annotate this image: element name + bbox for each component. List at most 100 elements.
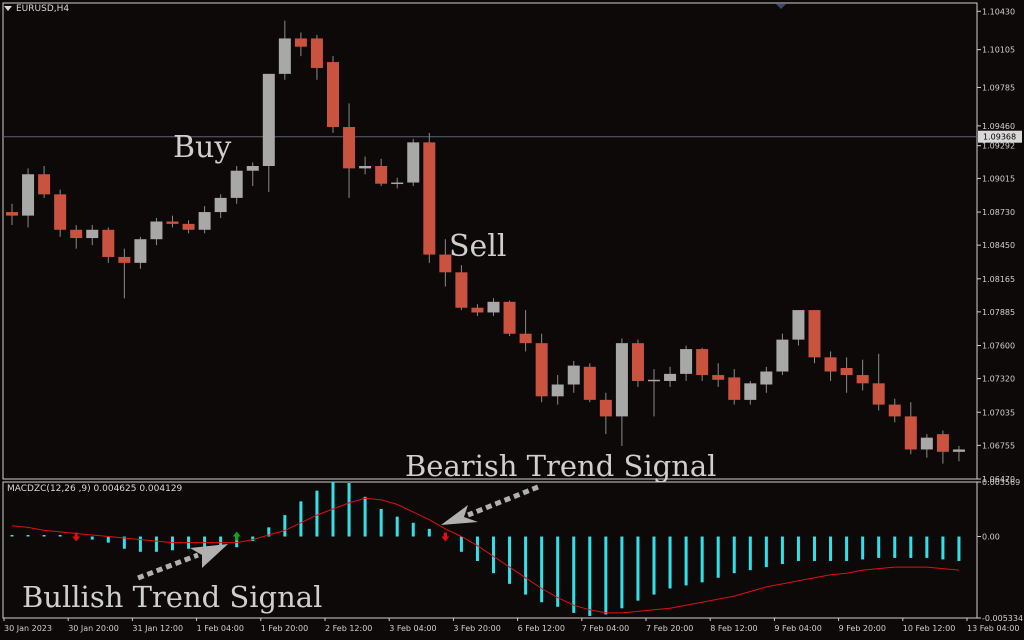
candle-body	[936, 434, 949, 452]
price-candles[interactable]	[6, 20, 965, 464]
macd-bar	[363, 496, 367, 537]
candle-body	[38, 174, 51, 195]
candle-body	[150, 221, 163, 240]
chart-shift-marker	[776, 4, 786, 9]
macd-bar	[58, 534, 62, 537]
macd-bar	[716, 536, 720, 578]
macd-bar	[957, 536, 961, 561]
price-tick-label: 1.08450	[982, 241, 1015, 250]
candle-body	[471, 307, 484, 313]
macd-bar	[748, 536, 752, 571]
candle-body	[359, 165, 372, 169]
macd-bar	[138, 536, 142, 552]
candle-body	[423, 142, 436, 255]
macd-tick-label: 0.00	[982, 533, 1000, 542]
candle-body	[230, 170, 243, 198]
annotation-pointer-arrows	[137, 484, 539, 581]
time-tick-label: 30 Jan 2023	[4, 624, 52, 633]
time-tick-label: 6 Feb 12:00	[518, 624, 565, 633]
candle-body	[856, 375, 869, 384]
macd-bar	[700, 536, 704, 583]
macd-bar	[26, 534, 30, 537]
candle-body	[118, 256, 131, 263]
price-tick-label: 1.07885	[982, 308, 1015, 317]
bullish-signal-annotation: Bullish Trend Signal	[22, 580, 323, 614]
indicator-title: MACDZC(12,26 ,9) 0.004625 0.004129	[7, 484, 183, 494]
candle-body	[70, 229, 83, 239]
candle-body	[198, 212, 211, 230]
time-tick-label: 31 Jan 12:00	[132, 624, 183, 633]
time-tick-label: 9 Feb 20:00	[839, 624, 886, 633]
macd-bar	[732, 536, 736, 574]
macd-bar	[379, 509, 383, 537]
macd-bar	[764, 536, 768, 568]
bullish-arrow-icon	[232, 531, 241, 541]
bullish-pointer-line	[137, 552, 199, 581]
candle-body	[455, 272, 468, 308]
candle-body	[599, 399, 612, 417]
candle-body	[920, 437, 933, 450]
candle-body	[792, 310, 805, 340]
candle-body	[872, 383, 885, 405]
chart-symbol-label: EURUSD,H4	[16, 4, 70, 14]
macd-bar	[106, 536, 110, 543]
candle-body	[776, 339, 789, 372]
macd-panel-frame	[2, 481, 978, 619]
candle-body	[391, 182, 404, 185]
candle-body	[744, 383, 757, 400]
price-tick-label: 1.08165	[982, 275, 1015, 284]
time-tick-label: 9 Feb 04:00	[774, 624, 821, 633]
macd-bar	[620, 536, 624, 609]
candle-body	[102, 229, 115, 257]
macd-bar	[829, 536, 833, 561]
candle-body	[648, 379, 660, 382]
macd-bar	[652, 536, 656, 595]
price-tick-label: 1.06470	[982, 475, 1015, 484]
macd-bar	[877, 536, 881, 558]
price-tick-label: 1.09015	[982, 174, 1015, 183]
macd-bar	[556, 536, 560, 607]
macd-bar	[42, 534, 46, 537]
time-tick-label: 8 Feb 12:00	[710, 624, 757, 633]
price-tick-label: 1.10430	[982, 7, 1015, 16]
macd-bar	[90, 536, 94, 540]
current-price-label: 1.09368	[983, 133, 1016, 142]
macd-bar	[492, 536, 495, 574]
macd-bar	[524, 536, 528, 595]
candle-body	[22, 174, 35, 216]
macd-bar	[893, 536, 897, 558]
chart-symbol-title[interactable]: EURUSD,H4	[4, 4, 69, 14]
time-tick-label: 7 Feb 04:00	[582, 624, 629, 633]
candle-body	[262, 73, 275, 166]
price-tick-label: 1.07600	[982, 342, 1015, 351]
candle-body	[6, 212, 18, 216]
buy-annotation: Buy	[173, 130, 232, 165]
macd-bar	[315, 490, 319, 537]
candle-body	[214, 197, 227, 213]
macd-bar	[299, 501, 303, 537]
price-tick-label: 1.06755	[982, 441, 1015, 450]
price-panel-frame	[2, 2, 978, 480]
candle-body	[246, 165, 259, 171]
signal-line	[11, 497, 960, 614]
time-tick-label: 30 Jan 20:00	[68, 624, 119, 633]
candle-body	[343, 127, 356, 169]
candle-body	[166, 221, 179, 224]
macd-bar	[508, 536, 512, 584]
dropdown-arrow-icon[interactable]	[4, 6, 12, 11]
candle-body	[407, 142, 420, 183]
macd-tick-label: 0.003569	[982, 478, 1020, 487]
bearish-arrow-icon	[441, 532, 450, 542]
macd-bar	[475, 536, 479, 561]
price-tick-label: 1.09785	[982, 83, 1015, 92]
time-tick-label: 7 Feb 20:00	[646, 624, 693, 633]
macd-bar	[572, 536, 576, 613]
macd-signal-line	[11, 497, 960, 614]
candle-body	[182, 223, 195, 230]
current-price-line: 1.09368	[3, 130, 1022, 143]
price-tick-label: 1.09460	[982, 122, 1015, 131]
price-axis: 1.10430 1.10105 1.09785 1.09460 1.09292 1.090…	[977, 7, 1015, 484]
candle-body	[696, 349, 709, 376]
candle-body	[294, 38, 307, 47]
